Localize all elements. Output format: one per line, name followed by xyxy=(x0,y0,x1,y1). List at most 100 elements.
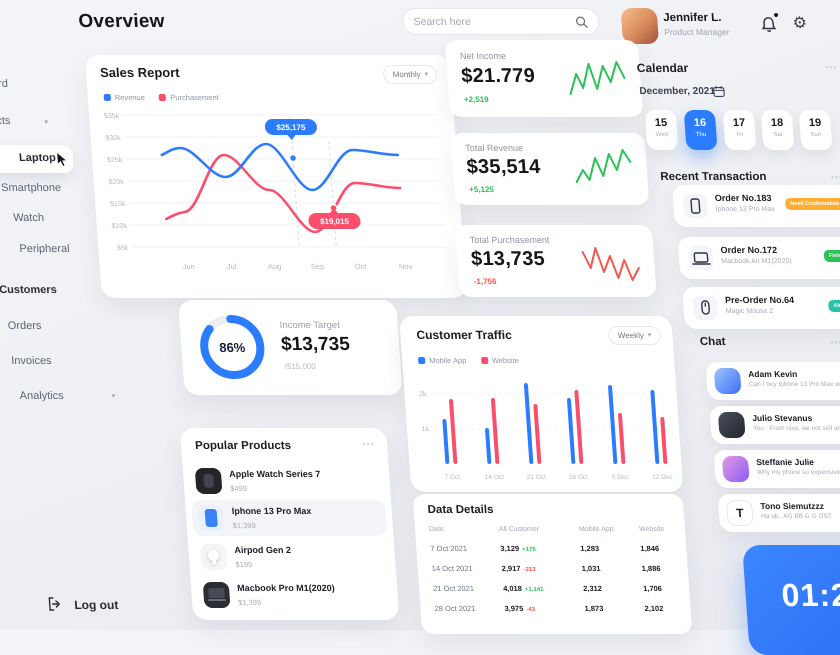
x-tick: 21 Oct xyxy=(527,474,547,481)
sidebar-item-customers[interactable]: Customers xyxy=(0,284,57,296)
traffic-period-select[interactable]: Weekly▾ xyxy=(608,326,661,345)
day-number: 19 xyxy=(799,117,831,129)
product-list-item-selected[interactable]: Iphone 13 Pro Max $1,399 xyxy=(191,500,388,536)
cell-customers: 3,129+175 xyxy=(500,544,536,553)
chat-list-item[interactable]: Adam Kevin Can I buy Iphone 13 Pro Max w… xyxy=(705,362,840,400)
more-menu-icon[interactable]: ⋯ xyxy=(362,437,376,451)
cell-customers: 4,018+1,141 xyxy=(503,584,544,593)
product-list-item[interactable]: Airpod Gen 2 $199 xyxy=(188,540,396,574)
chevron-down-icon: ▾ xyxy=(424,71,428,78)
chat-list-item[interactable]: Steffanie Julie Why my phone so expensiv… xyxy=(713,450,840,488)
more-menu-icon[interactable]: ⋯ xyxy=(830,170,840,184)
svg-text:$25,175: $25,175 xyxy=(276,123,306,132)
day-weekday: Fri xyxy=(724,132,755,138)
cell-mobile: 1,031 xyxy=(581,564,600,573)
website-bars xyxy=(448,390,667,464)
y-tick: $5k xyxy=(117,245,129,252)
sidebar-item-products[interactable]: Products xyxy=(0,115,11,127)
chevron-down-icon[interactable]: ▾ xyxy=(44,119,48,126)
col-header-all-customer: All Customer xyxy=(499,526,540,533)
net-income-label: Net Income xyxy=(460,51,507,61)
avatar xyxy=(714,368,742,394)
period-select[interactable]: Monthly▾ xyxy=(383,65,438,84)
recent-transaction-title: Recent Transaction xyxy=(660,171,767,183)
transaction-item[interactable]: Order No.183 Iphone 13 Pro Max Need Conf… xyxy=(672,185,840,227)
data-details-card: Data Details Date All Customer Mobile Ap… xyxy=(413,494,693,634)
customer-traffic-legend: Mobile App Website xyxy=(417,350,529,368)
search-input[interactable] xyxy=(413,16,564,28)
chat-list-item[interactable]: Julio Stevanus You : From now, we not se… xyxy=(709,406,840,444)
product-price: $199 xyxy=(235,560,252,569)
x-tick: 7 Oct xyxy=(444,474,460,481)
x-tick: Oct xyxy=(354,262,367,271)
x-tick: 14 Oct xyxy=(485,474,505,481)
iphone-icon xyxy=(197,505,225,531)
period-value: Monthly xyxy=(392,70,421,79)
sidebar-item-analytics[interactable]: Analytics xyxy=(19,390,64,402)
sidebar-item-orders[interactable]: Orders xyxy=(7,320,41,332)
transaction-item[interactable]: Pre-Order No.64 Magic Mouse 2 Already Pa… xyxy=(682,287,840,329)
avatar[interactable] xyxy=(621,8,660,44)
purchasement-tooltip: $19,015 xyxy=(308,208,361,229)
chevron-down-icon[interactable]: ▾ xyxy=(111,393,115,400)
calendar-month[interactable]: December, 2021 xyxy=(639,86,715,97)
sales-line-chart: $35k $30k $25k $20k $15k $10k $5k $25,17… xyxy=(92,101,457,291)
traffic-period-value: Weekly xyxy=(618,331,645,340)
product-price: $499 xyxy=(230,484,247,493)
chat-name: Steffanie Julie xyxy=(756,457,814,467)
day-weekday: Wed xyxy=(646,132,677,138)
x-tick: Nov xyxy=(399,262,413,271)
cell-date: 7 Oct 2021 xyxy=(430,544,467,553)
sidebar-item-watch[interactable]: Watch xyxy=(13,212,45,224)
income-target-donut: 86% xyxy=(195,312,270,382)
product-list-item[interactable]: Macbook Pro M1(2020) $1,399 xyxy=(190,578,398,612)
sidebar-item-invoices[interactable]: Invoices xyxy=(11,355,52,367)
cell-delta: +175 xyxy=(522,547,536,553)
day-weekday: Sat xyxy=(762,132,793,138)
cell-mobile: 2,312 xyxy=(583,584,602,593)
y-tick: $15k xyxy=(110,201,126,208)
transaction-item[interactable]: Order No.172 Macbook Air M1(2020) Finish… xyxy=(678,237,840,279)
logout-button[interactable]: Log out xyxy=(46,596,157,616)
net-income-value: $21.779 xyxy=(461,65,536,88)
sidebar-item-peripheral[interactable]: Peripheral xyxy=(19,243,70,255)
logout-icon xyxy=(46,596,63,612)
sidebar-item-dashboard[interactable]: Dashboard xyxy=(0,78,8,90)
income-target-goal: /$15,000 xyxy=(284,362,316,371)
cell-website: 1,846 xyxy=(640,544,659,553)
total-purchasement-label: Total Purchasement xyxy=(469,235,549,245)
transaction-product: Magic Mouse 2 xyxy=(726,308,774,315)
search-bar[interactable] xyxy=(402,8,601,35)
sidebar-item-smartphone[interactable]: Smartphone xyxy=(1,182,62,194)
y-tick: 1k xyxy=(421,426,429,433)
chat-list-item[interactable]: T Tono Siemutzzz Ha ok.. AG BB G G OST xyxy=(718,494,840,532)
total-revenue-sparkline xyxy=(571,146,636,192)
settings-button[interactable]: ⚙ xyxy=(792,13,808,33)
calendar-title: Calendar xyxy=(636,61,688,75)
cell-date: 21 Oct 2021 xyxy=(433,584,475,593)
cell-delta: -43 xyxy=(526,607,535,613)
cell-delta: -213 xyxy=(523,567,535,573)
product-price: $1,399 xyxy=(238,598,262,607)
cell-website: 1,886 xyxy=(641,564,660,573)
chat-preview: Ha ok.. AG BB G G OST xyxy=(761,513,840,520)
user-name: Jennifer L. xyxy=(663,12,722,24)
transaction-product: Iphone 13 Pro Max xyxy=(715,206,775,213)
cell-mobile: 1,873 xyxy=(584,604,603,613)
more-menu-icon[interactable]: ⋯ xyxy=(824,60,838,74)
transaction-product: Macbook Air M1(2020) xyxy=(721,258,792,265)
customer-traffic-bar-chart: 2k 1k 7 Oct 14 Oct 21 Oct 28 Oct 5 Dec 1… xyxy=(411,368,675,486)
purchasement-legend-dot xyxy=(159,94,166,101)
notifications-button[interactable] xyxy=(759,15,778,33)
product-list-item[interactable]: Apple Watch Series 7 $499 xyxy=(182,464,390,498)
more-menu-icon[interactable]: ⋯ xyxy=(829,335,840,349)
apple-watch-icon xyxy=(195,468,223,494)
mobile-app-legend-dot xyxy=(418,357,425,364)
x-tick: Jun xyxy=(182,262,195,271)
cell-date: 14 Oct 2021 xyxy=(431,564,473,573)
